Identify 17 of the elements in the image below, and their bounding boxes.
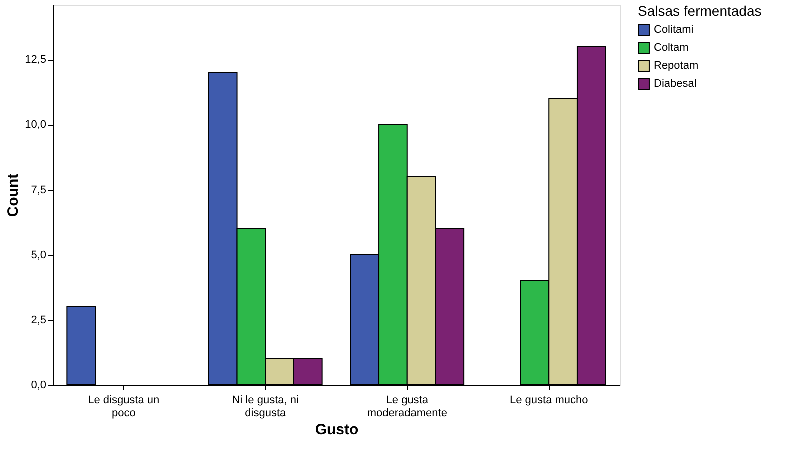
y-tick-label: 12,5 — [25, 54, 46, 66]
y-tick-label: 0,0 — [31, 380, 46, 392]
legend-label: Coltam — [654, 42, 689, 54]
x-axis-title: Gusto — [315, 422, 359, 438]
y-axis-title: Count — [5, 174, 22, 218]
legend-label: Diabesal — [654, 78, 697, 90]
x-tick-label: Ni le gusta, ni disgusta — [232, 394, 299, 420]
legend-label: Repotam — [654, 60, 699, 72]
y-tick-label: 7,5 — [31, 184, 46, 196]
legend-label: Colitami — [654, 24, 694, 36]
x-tick-label: Le disgusta un poco — [88, 394, 160, 420]
x-tick-label: Le gusta moderadamente — [367, 394, 448, 420]
legend-title: Salsas fermentadas — [638, 3, 762, 19]
y-tick-label: 2,5 — [31, 314, 46, 326]
y-tick-label: 10,0 — [25, 119, 46, 132]
y-tick-label: 5,0 — [31, 249, 46, 262]
x-tick-label: Le gusta mucho — [510, 394, 588, 406]
